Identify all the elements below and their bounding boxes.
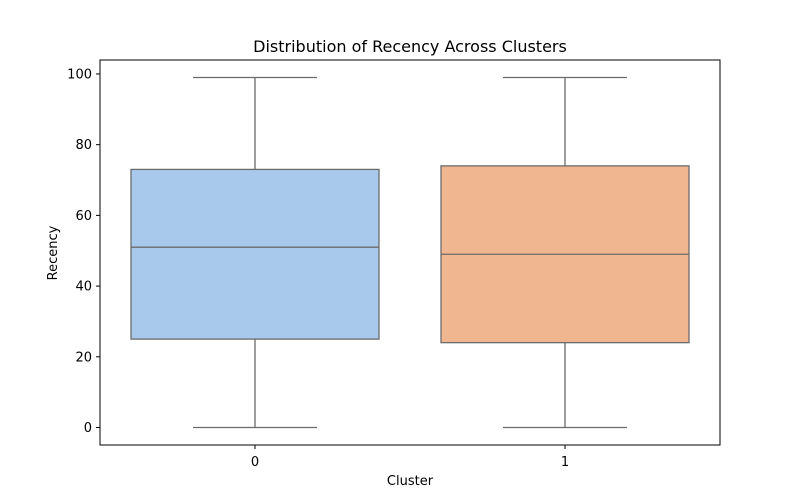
box-group-cluster-1: [440, 76, 690, 429]
plot-area: [130, 76, 690, 429]
y-tick-label: 60: [75, 209, 92, 224]
y-tick-label: 40: [75, 280, 92, 295]
x-axis-title: Cluster: [387, 474, 434, 489]
chart-title: Distribution of Recency Across Clusters: [253, 37, 567, 56]
y-axis: 0 20 40 60 80 100: [67, 67, 100, 436]
y-tick-label: 0: [84, 421, 92, 436]
y-axis-title: Recency: [46, 225, 61, 280]
y-tick-label: 100: [67, 67, 92, 82]
plot-frame: [99, 59, 721, 446]
x-tick-label: 1: [561, 455, 569, 470]
iqr-box: [130, 168, 380, 340]
x-tick-label: 0: [251, 455, 259, 470]
box-group-cluster-0: [130, 76, 380, 429]
y-tick-label: 20: [75, 350, 92, 365]
y-tick-label: 80: [75, 138, 92, 153]
